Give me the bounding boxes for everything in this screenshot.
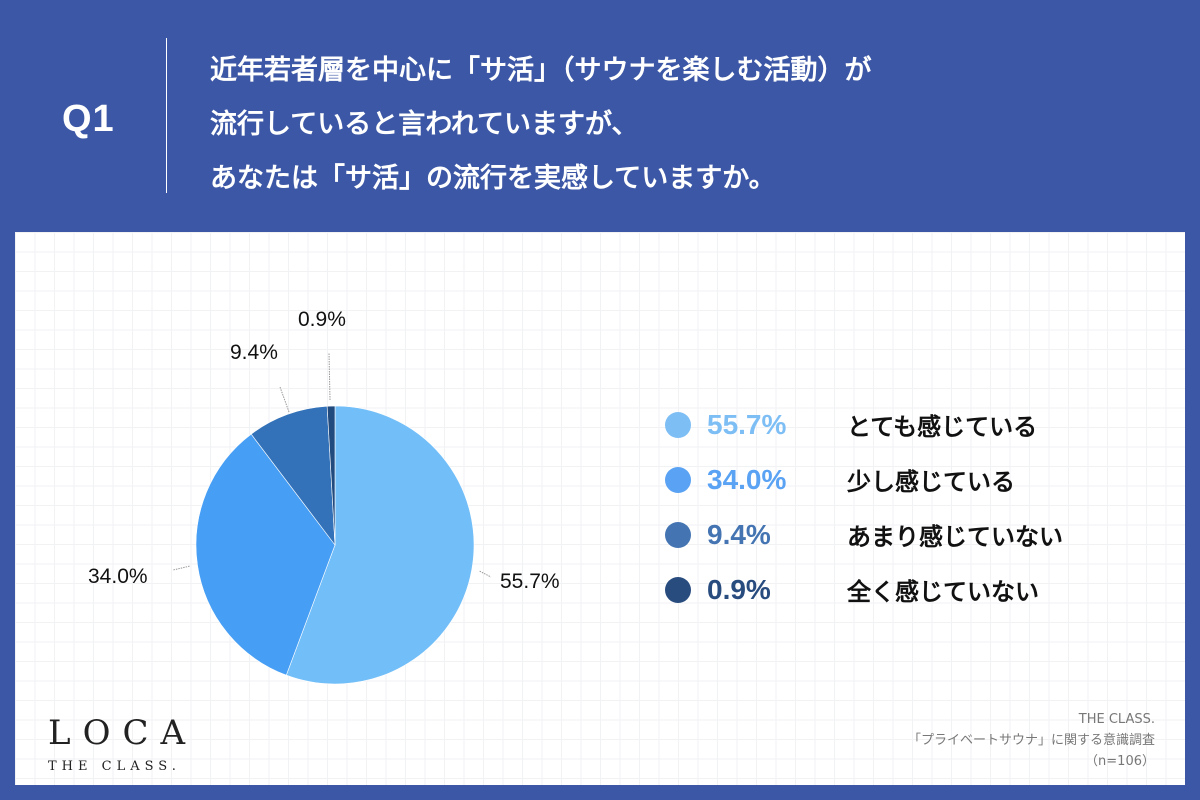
question-text: 近年若者層を中心に「サ活」（サウナを楽しむ活動）が 流行していると言われています… [210,44,1170,206]
leader-line [172,565,190,571]
pie-slice-not-at-all [326,405,336,546]
leader-line [279,386,290,413]
source-note: THE CLASS. 「プライベートサウナ」に関する意識調査 （n=106） [908,709,1155,772]
pie-slice-not-much [250,405,336,546]
source-line-1: THE CLASS. [1078,712,1155,727]
pie-slice-very [285,405,475,685]
legend-item: 34.0% 少し感じている [665,452,1063,507]
legend-label: 少し感じている [847,468,1015,496]
pie-label-very: 55.7% [500,570,560,593]
source-line-2: 「プライベートサウナ」に関する意識調査 [907,733,1155,748]
pie-slice-somewhat [195,433,336,676]
legend-item: 9.4% あまり感じていない [665,507,1063,562]
legend-label: とても感じている [847,413,1038,441]
leader-line [328,352,331,401]
legend-percent: 0.9% [707,573,771,605]
header-divider [166,38,167,193]
logo-main-text: LOCA [48,713,198,753]
legend-item: 55.7% とても感じている [665,397,1063,452]
question-number: Q1 [62,98,115,140]
legend-label: あまり感じていない [847,523,1063,551]
legend-label: 全く感じていない [847,578,1039,606]
header-banner: Q1 近年若者層を中心に「サ活」（サウナを楽しむ活動）が 流行していると言われて… [0,0,1200,232]
legend-item: 0.9% 全く感じていない [665,562,1063,617]
legend-dot-icon [665,521,691,548]
question-line-3: あなたは「サ活」の流行を実感していますか。 [210,163,776,194]
question-line-2: 流行していると言われていますが、 [210,109,639,140]
pie-label-somewhat: 34.0% [88,565,148,588]
chart-panel: 55.7% 34.0% 9.4% 0.9% 55.7% とても感じている 34.… [15,232,1185,785]
pie-label-not-much: 9.4% [230,341,278,364]
question-line-1: 近年若者層を中心に「サ活」（サウナを楽しむ活動）が [210,55,872,86]
legend-percent: 34.0% [707,463,787,495]
leader-line [479,570,492,578]
chart-legend: 55.7% とても感じている 34.0% 少し感じている 9.4% あまり感じて… [665,397,1063,617]
pie-chart [172,352,492,685]
logo-sub-text: THE CLASS. [48,759,181,774]
legend-percent: 9.4% [707,518,771,550]
legend-dot-icon [665,466,691,493]
source-line-3: （n=106） [1085,754,1155,769]
legend-dot-icon [665,576,691,603]
legend-percent: 55.7% [707,408,787,440]
brand-logo: LOCA THE CLASS. [48,715,197,774]
pie-label-not-at-all: 0.9% [298,308,346,331]
legend-dot-icon [665,411,691,438]
